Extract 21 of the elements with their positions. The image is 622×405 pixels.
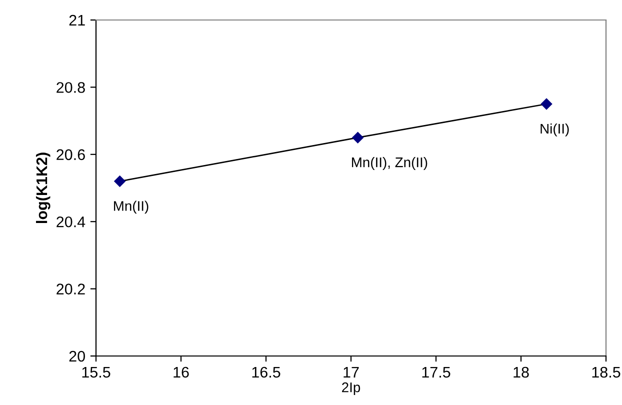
x-tick-label: 18 [514, 366, 529, 378]
y-tick-label: 20.4 [56, 216, 86, 228]
x-tick-label: 16 [174, 366, 189, 378]
y-tick-label: 20.8 [56, 82, 85, 93]
point [540, 98, 552, 110]
y-tick-label: 21 [69, 14, 85, 26]
point [352, 132, 364, 144]
x-tick-label: 15.5 [82, 366, 110, 378]
annotation: Mn(II), Zn(II) [352, 157, 428, 170]
x-tick-label: 18.5 [592, 366, 620, 378]
y-tick-label: 20.2 [56, 284, 85, 294]
point [114, 176, 126, 187]
y-axis-title: log(K1K2) [36, 152, 50, 224]
y-tick-label: 20.6 [56, 149, 85, 160]
annotation: Ni(II) [540, 123, 569, 136]
x-tick-label: 16.5 [252, 366, 280, 378]
annotation: Mn(II) [114, 200, 148, 214]
x-tick-label: 17.5 [422, 366, 450, 378]
x-axis-title: 2Ip [342, 382, 360, 395]
x-tick-label: 17 [344, 366, 359, 378]
y-tick-label: 20 [69, 350, 85, 362]
